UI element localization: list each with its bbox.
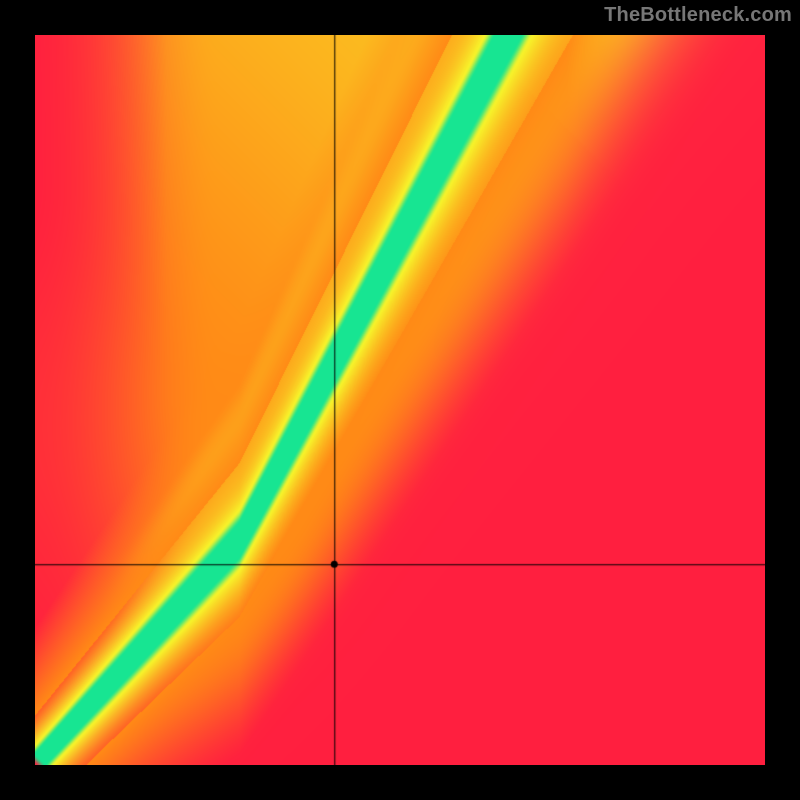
plot-container [35, 35, 765, 765]
page-root: TheBottleneck.com [0, 0, 800, 800]
bottleneck-heatmap-canvas [35, 35, 765, 765]
watermark-text: TheBottleneck.com [604, 4, 792, 27]
